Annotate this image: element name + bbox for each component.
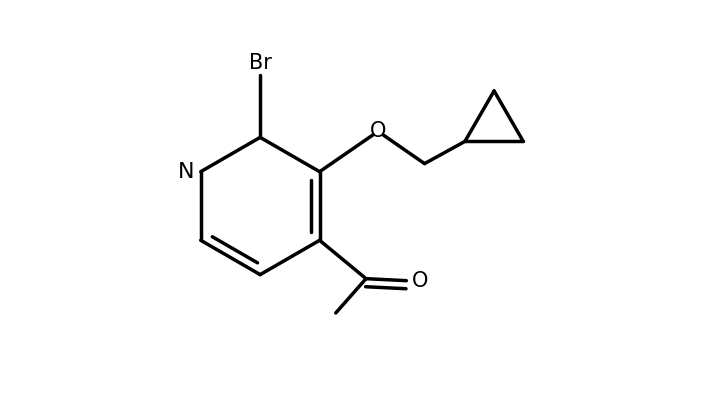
Text: N: N xyxy=(178,162,194,182)
Text: O: O xyxy=(411,271,428,291)
Text: Br: Br xyxy=(249,53,272,73)
Text: O: O xyxy=(370,121,386,141)
